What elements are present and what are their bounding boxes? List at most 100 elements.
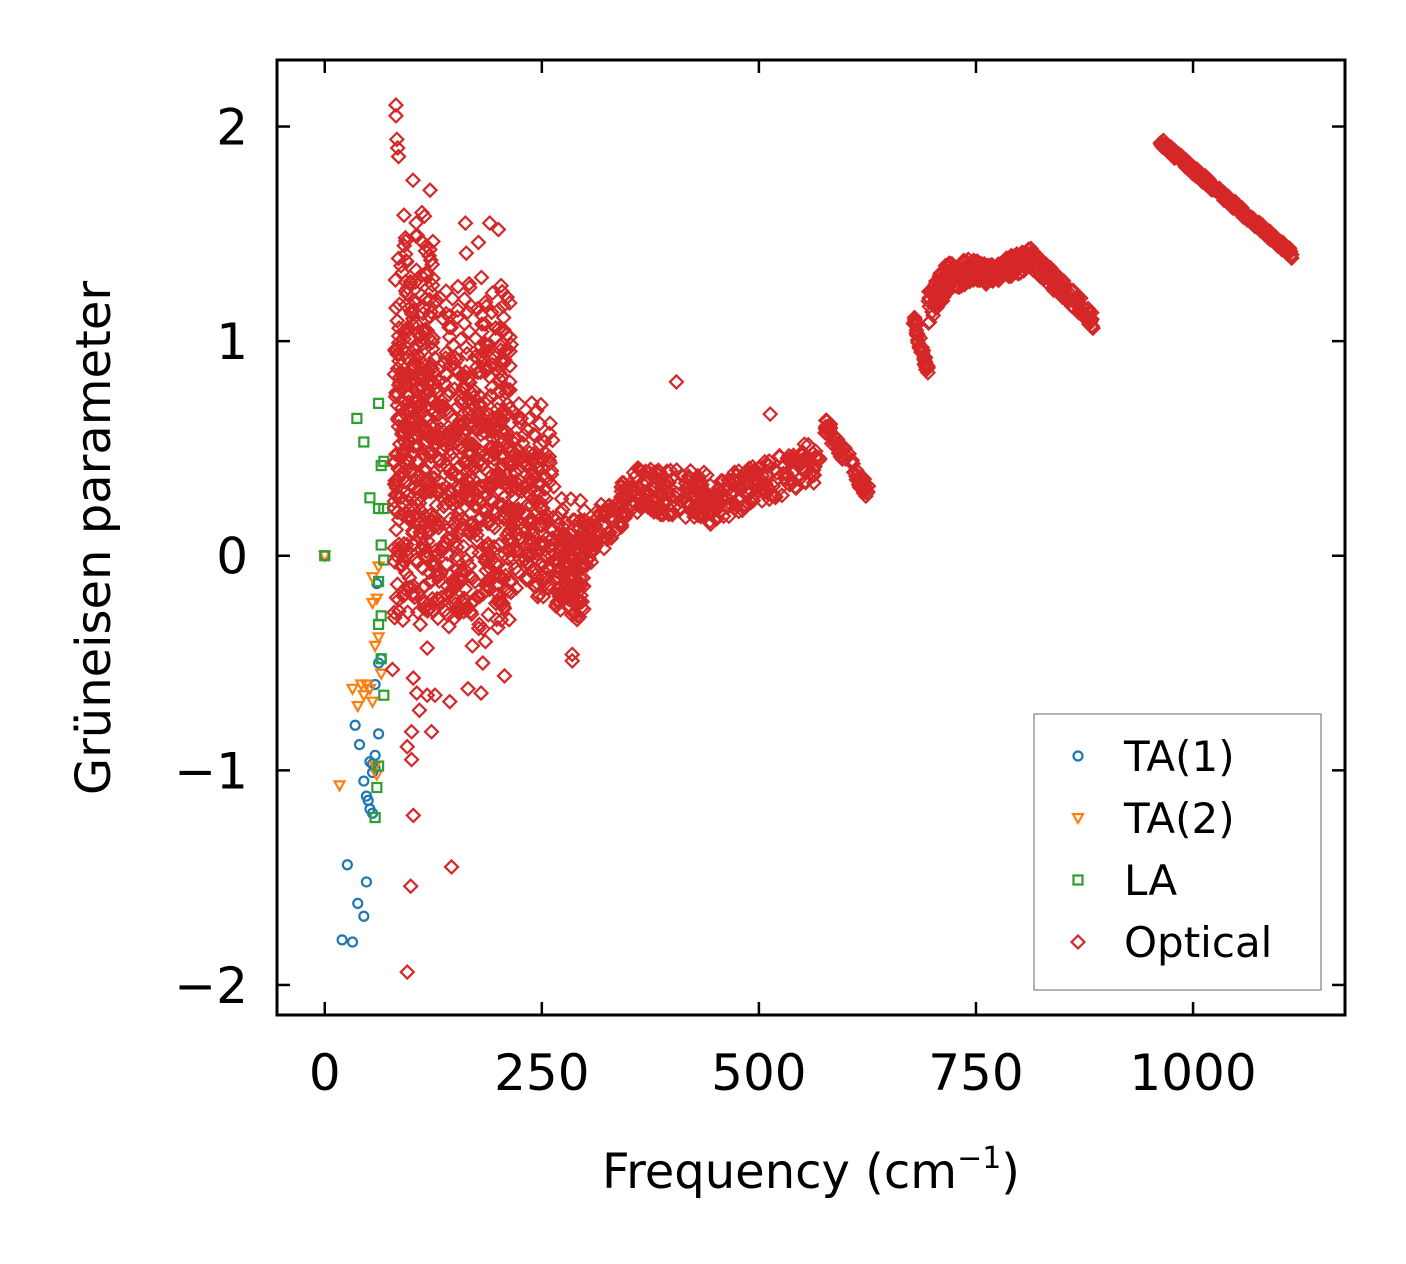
data-point-optical [796, 449, 814, 466]
data-point-optical [492, 568, 509, 585]
data-point-optical [397, 564, 415, 581]
data-point-optical [1064, 298, 1081, 315]
data-point-optical [412, 502, 429, 519]
data-point-optical [541, 415, 559, 432]
data-point-optical [487, 595, 504, 612]
data-point-la [351, 412, 363, 424]
data-point-optical [1020, 241, 1037, 258]
x-tick-label: 1000 [1129, 1044, 1256, 1102]
data-point-optical [441, 462, 458, 479]
data-point-optical [977, 265, 994, 282]
data-point-optical [1275, 241, 1292, 258]
data-point-optical [390, 408, 408, 425]
data-point-optical [555, 539, 572, 556]
data-point-la [375, 539, 387, 551]
data-point-optical [633, 497, 650, 514]
data-point-optical [398, 252, 415, 269]
legend-label: LA [1124, 856, 1177, 905]
data-point-ta2 [369, 593, 384, 606]
data-point-optical [527, 578, 545, 595]
data-point-optical [403, 586, 420, 603]
data-point-optical [464, 570, 481, 587]
data-point-optical [503, 457, 520, 474]
data-point-optical [481, 573, 498, 590]
data-point-optical [548, 597, 565, 614]
x-tick-label: 250 [494, 1044, 589, 1102]
data-point-optical [417, 448, 434, 465]
data-point-optical [443, 858, 460, 875]
data-point-optical [493, 611, 510, 629]
data-point-optical [540, 452, 558, 469]
data-point-optical [511, 515, 528, 532]
data-point-optical [471, 616, 488, 633]
data-point-optical [531, 499, 549, 517]
data-point-optical [482, 387, 499, 404]
data-point-optical [490, 537, 508, 554]
data-point-optical [931, 293, 948, 310]
data-point-optical [711, 503, 728, 520]
data-point-ta2 [350, 700, 365, 714]
data-point-optical [468, 527, 485, 544]
data-point-optical [450, 416, 467, 433]
data-point-optical [965, 271, 982, 288]
data-point-optical [1038, 273, 1055, 290]
data-point-optical [419, 322, 436, 339]
data-point-optical [658, 463, 676, 480]
data-point-optical [419, 364, 437, 381]
data-point-optical [445, 337, 462, 354]
data-point-optical [492, 449, 509, 466]
data-point-optical [533, 517, 550, 534]
data-point-optical [480, 464, 497, 481]
data-point-optical [682, 462, 699, 479]
data-point-optical [412, 523, 429, 540]
data-point-optical [435, 498, 452, 515]
data-point-optical [408, 472, 425, 489]
data-point-optical [490, 594, 508, 611]
data-point-optical [760, 456, 777, 473]
data-point-optical [447, 360, 464, 377]
series-optical [384, 97, 1300, 981]
data-point-optical [514, 434, 531, 452]
data-point-optical [806, 458, 823, 475]
data-point-optical [459, 680, 477, 697]
data-point-optical [441, 383, 458, 400]
data-point-optical [826, 429, 843, 446]
data-point-optical [450, 525, 467, 542]
data-point-optical [537, 516, 554, 533]
data-point-optical [552, 601, 569, 618]
data-point-optical [1202, 174, 1219, 192]
data-point-optical [416, 485, 433, 502]
data-point-optical [472, 364, 489, 381]
axis-ticks [277, 60, 1345, 1015]
data-point-optical [471, 588, 488, 605]
data-point-optical [428, 292, 446, 309]
data-point-optical [504, 442, 521, 459]
data-point-optical [394, 612, 411, 629]
data-point-optical [441, 693, 458, 710]
data-point-optical [475, 410, 492, 427]
data-point-optical [449, 278, 466, 295]
data-point-optical [615, 504, 632, 522]
data-point-optical [1236, 204, 1253, 222]
data-point-optical [403, 298, 420, 315]
data-point-optical [545, 478, 562, 495]
data-point-la [372, 575, 385, 588]
data-point-optical [478, 391, 495, 408]
data-point-optical [397, 282, 414, 300]
data-point-optical [390, 591, 407, 608]
data-point-optical [426, 519, 443, 536]
data-point-optical [412, 616, 429, 633]
data-point-optical [509, 563, 527, 580]
data-point-optical [529, 453, 546, 470]
data-point-optical [493, 277, 510, 294]
data-point-optical [805, 474, 822, 491]
data-point-optical [592, 527, 609, 544]
data-point-optical [668, 462, 685, 479]
data-point-optical [386, 604, 403, 621]
data-point-optical [451, 413, 468, 430]
data-point-optical [457, 363, 474, 381]
data-point-optical [474, 620, 492, 637]
axis-tick-labels: 0 250 500 750 1000 −2 −1 0 1 2 [174, 99, 1256, 1102]
data-point-optical [452, 331, 469, 348]
data-point-optical [804, 466, 821, 483]
